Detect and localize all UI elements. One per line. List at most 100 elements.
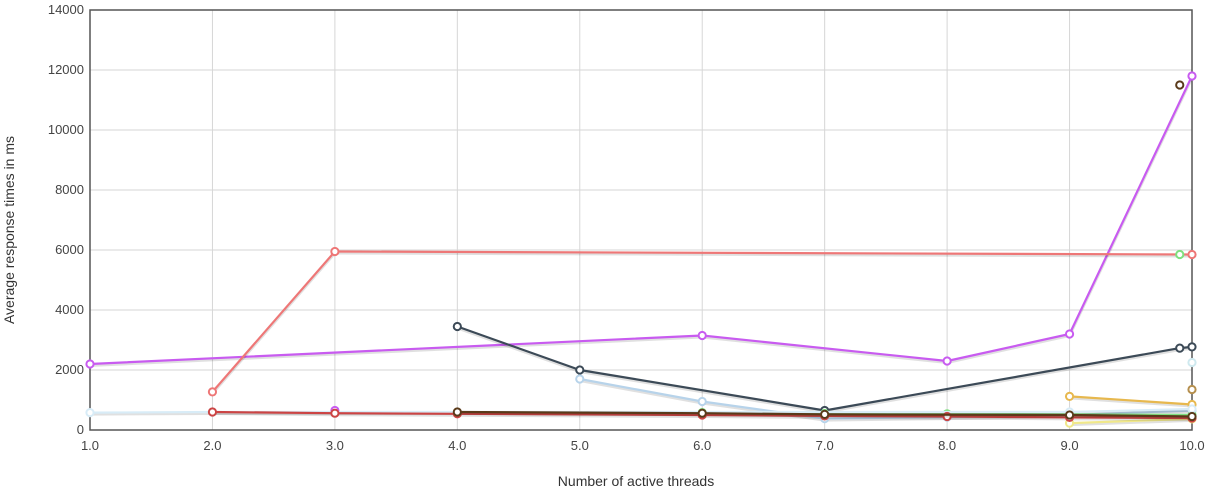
series-line — [333, 250, 1194, 256]
y-tick-label: 2000 — [55, 362, 84, 377]
series-line — [211, 250, 336, 393]
series-line — [701, 413, 826, 417]
series-line-shadow — [824, 348, 1181, 414]
data-point — [1064, 410, 1075, 420]
series-line-shadow — [89, 335, 703, 367]
series-line-shadow — [702, 415, 825, 419]
data-point — [207, 387, 218, 397]
x-tick-label: 2.0 — [203, 438, 221, 453]
data-point — [1187, 384, 1197, 395]
series-line-shadow — [946, 334, 1070, 364]
y-tick-label: 4000 — [55, 302, 84, 317]
series-line-shadow — [824, 414, 1070, 418]
data-point — [1064, 329, 1075, 339]
series-line — [823, 347, 1181, 412]
x-tick-label: 8.0 — [938, 438, 956, 453]
series-line-shadow — [824, 415, 948, 420]
data-point — [697, 396, 707, 407]
y-axis-title: Average response times in ms — [1, 136, 17, 324]
data-point — [330, 246, 340, 257]
series-line-shadow — [1069, 418, 1193, 427]
x-tick-label: 4.0 — [448, 438, 466, 453]
data-point — [1175, 80, 1185, 90]
series-line-shadow — [702, 413, 825, 418]
series-line-shadow — [579, 370, 825, 414]
data-point — [330, 408, 340, 418]
y-tick-label: 14000 — [48, 2, 84, 17]
series-line-shadow — [579, 379, 703, 405]
series-line-shadow — [456, 326, 581, 373]
series-line — [823, 413, 1071, 417]
series-line-shadow — [947, 416, 1070, 421]
data-point — [207, 407, 218, 417]
x-tick-label: 9.0 — [1061, 438, 1079, 453]
series-line-shadow — [334, 413, 458, 417]
series-line — [946, 415, 1071, 419]
data-point — [942, 356, 952, 366]
data-point — [85, 408, 95, 418]
x-axis-title: Number of active threads — [558, 473, 714, 489]
data-point — [85, 359, 95, 369]
y-tick-label: 6000 — [55, 242, 84, 257]
data-point — [452, 321, 462, 332]
x-tick-label: 10.0 — [1179, 438, 1204, 453]
data-point — [1187, 411, 1197, 422]
series-line — [333, 412, 459, 415]
series-line — [1068, 74, 1194, 336]
y-tick-label: 10000 — [48, 122, 84, 137]
series-line-shadow — [334, 251, 1193, 258]
series-line — [1068, 417, 1194, 425]
data-point — [1175, 249, 1185, 260]
data-point — [575, 374, 585, 384]
series-line-shadow — [1069, 417, 1193, 421]
data-point — [820, 409, 830, 419]
x-tick-label: 3.0 — [326, 438, 344, 453]
series-line — [88, 334, 704, 366]
series-line — [88, 410, 214, 414]
series-line — [456, 410, 704, 415]
series-line — [1068, 416, 1194, 420]
data-point — [1187, 357, 1197, 368]
series-line — [1068, 413, 1194, 418]
data-point — [1187, 249, 1197, 260]
series-line — [456, 325, 581, 372]
data-point — [1175, 343, 1185, 353]
series-line — [1068, 395, 1194, 406]
series-line-shadow — [457, 413, 703, 418]
x-tick-label: 1.0 — [81, 438, 99, 453]
series-line — [211, 410, 336, 415]
data-point — [1187, 404, 1197, 414]
series-line-shadow — [702, 335, 948, 364]
series-line — [823, 414, 949, 418]
x-tick-label: 6.0 — [693, 438, 711, 453]
x-tick-label: 7.0 — [816, 438, 834, 453]
series-line-shadow — [1069, 409, 1193, 415]
series-line-shadow — [1069, 396, 1193, 408]
data-point — [1187, 342, 1197, 352]
series-line — [456, 412, 704, 417]
series-line-shadow — [1069, 415, 1193, 420]
series-line-shadow — [89, 412, 213, 416]
series-line-shadow — [824, 417, 948, 422]
series-line-shadow — [212, 412, 335, 417]
data-point — [697, 330, 707, 341]
series-line — [701, 412, 826, 416]
x-tick-label: 5.0 — [571, 438, 589, 453]
plot-border — [89, 9, 1193, 431]
y-tick-label: 8000 — [55, 182, 84, 197]
data-point — [1064, 391, 1075, 401]
series-line — [1068, 407, 1194, 414]
series-line — [578, 377, 704, 403]
y-tick-label: 0 — [77, 422, 84, 437]
data-point — [1187, 71, 1197, 81]
series-line — [946, 332, 1071, 363]
y-tick-label: 12000 — [48, 62, 84, 77]
series-line — [578, 368, 826, 412]
data-point — [575, 365, 585, 375]
series-line-shadow — [457, 412, 703, 417]
series-line — [701, 334, 949, 363]
data-point — [697, 408, 707, 418]
data-point — [452, 407, 462, 417]
